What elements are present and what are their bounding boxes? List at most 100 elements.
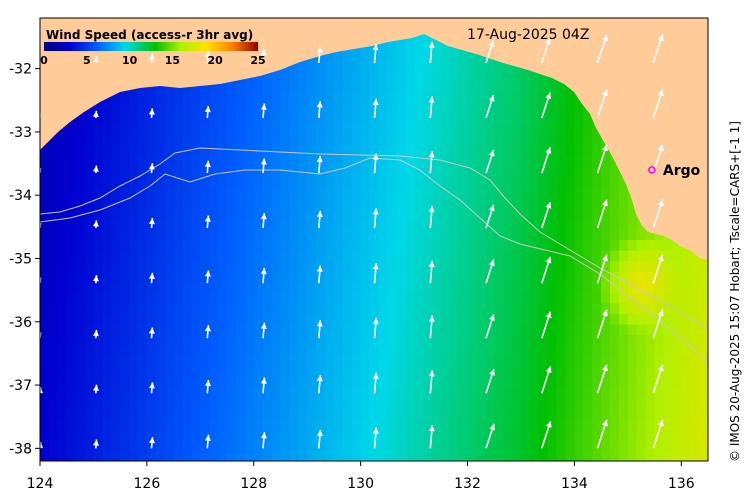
wind-arrow (372, 317, 379, 339)
wind-arrow (541, 147, 552, 174)
credit-text: © IMOS 20-Aug-2025 15:07 Hobart; Tscale=… (728, 121, 742, 462)
x-axis: 124 126 128 130 132 134 136 (27, 461, 695, 492)
wind-arrow (204, 160, 211, 174)
plot-frame (39, 17, 709, 462)
wind-arrow (260, 377, 267, 394)
colorbar-gradient (44, 42, 258, 51)
y-tick-label: -33 (9, 125, 32, 141)
wind-arrow (316, 46, 323, 63)
wind-arrow (541, 37, 551, 64)
wind-arrow (316, 429, 323, 449)
wind-arrow (428, 260, 435, 284)
wind-arrow (428, 205, 435, 229)
wind-arrow (541, 420, 552, 449)
wind-arrow (260, 267, 267, 284)
wind-arrow (92, 165, 99, 174)
wind-arrow (93, 384, 99, 394)
wind-arrow (428, 370, 435, 394)
wind-arrow (372, 153, 379, 174)
colorbar-tick-label: 0 (40, 54, 48, 67)
wind-arrow (372, 98, 379, 119)
wind-arrow (372, 372, 379, 394)
x-tick-label: 128 (240, 476, 267, 492)
colorbar-title: Wind Speed (access-r 3hr avg) (46, 28, 253, 42)
wind-arrow (148, 163, 155, 174)
wind-arrow (148, 108, 155, 119)
wind-arrow (204, 379, 211, 394)
wind-arrow (92, 220, 99, 229)
wind-arrow (485, 259, 495, 284)
wind-arrow (485, 314, 495, 339)
wind-arrow (316, 155, 323, 174)
x-tick-label: 134 (561, 476, 588, 492)
wind-arrow (541, 201, 552, 229)
y-tick-label: -38 (9, 441, 32, 457)
wind-arrow (316, 101, 323, 119)
x-tick-label: 132 (454, 476, 481, 492)
wind-arrow (204, 270, 211, 284)
wind-arrow (428, 315, 435, 339)
argo-label: Argo (663, 163, 701, 179)
wind-arrow (652, 89, 664, 119)
wind-arrow (541, 256, 552, 284)
wind-arrow (372, 427, 379, 449)
wind-arrow (372, 208, 379, 229)
map-title: 17-Aug-2025 04Z (467, 27, 589, 43)
wind-arrow (316, 210, 323, 229)
wind-arrow (148, 327, 155, 339)
wind-arrow (652, 419, 664, 449)
wind-arrow (260, 103, 267, 119)
x-tick-label: 124 (27, 476, 54, 492)
y-tick-label: -34 (9, 188, 32, 204)
wind-arrow (541, 366, 552, 394)
argo-marker[interactable]: Argo (648, 163, 701, 179)
wind-vector-arrows (40, 34, 664, 449)
wind-arrow (652, 254, 664, 284)
y-tick-label: -36 (9, 315, 32, 331)
colorbar-tick-label: 15 (165, 54, 180, 67)
y-tick-label: -32 (9, 62, 32, 78)
wind-arrow (596, 254, 608, 284)
x-tick-label: 126 (134, 476, 161, 492)
wind-arrow (204, 434, 211, 449)
wind-arrow (93, 329, 99, 339)
wind-arrow (428, 96, 435, 119)
argo-float-icon[interactable] (648, 166, 656, 174)
wind-arrow (149, 382, 155, 394)
wind-arrow (485, 204, 495, 229)
wind-arrow (652, 364, 664, 394)
wind-arrow (652, 34, 664, 64)
wind-arrow (148, 272, 155, 284)
colorbar-tick-label: 20 (208, 54, 224, 67)
wind-arrow (596, 34, 608, 64)
wind-arrow (428, 425, 435, 449)
wind-arrow (92, 56, 99, 63)
x-tick-label: 136 (668, 476, 695, 492)
wind-arrow (204, 215, 211, 229)
wind-arrow (204, 325, 211, 339)
wind-arrow (485, 149, 495, 174)
y-tick-label: -35 (9, 251, 32, 267)
colorbar: Wind Speed (access-r 3hr avg) 0 5 10 15 20 25 (40, 28, 265, 67)
wind-arrow (541, 311, 552, 339)
wind-arrow (428, 151, 435, 174)
wind-arrow (92, 110, 99, 119)
bathymetry-contours (40, 147, 708, 363)
wind-arrow (596, 309, 608, 339)
wind-arrow (260, 322, 267, 339)
land-mass (40, 18, 708, 260)
wind-arrow (652, 309, 664, 339)
y-tick-label: -37 (9, 378, 32, 394)
wind-arrow (596, 364, 608, 394)
wind-arrow (316, 320, 323, 339)
wind-arrow (652, 199, 664, 229)
wind-arrow (485, 368, 495, 394)
wind-arrow (485, 423, 495, 449)
colorbar-tick-label: 10 (122, 54, 138, 67)
wind-arrow (148, 217, 155, 229)
x-tick-label: 130 (347, 476, 374, 492)
wind-arrow (596, 199, 608, 229)
wind-arrow (260, 213, 267, 229)
